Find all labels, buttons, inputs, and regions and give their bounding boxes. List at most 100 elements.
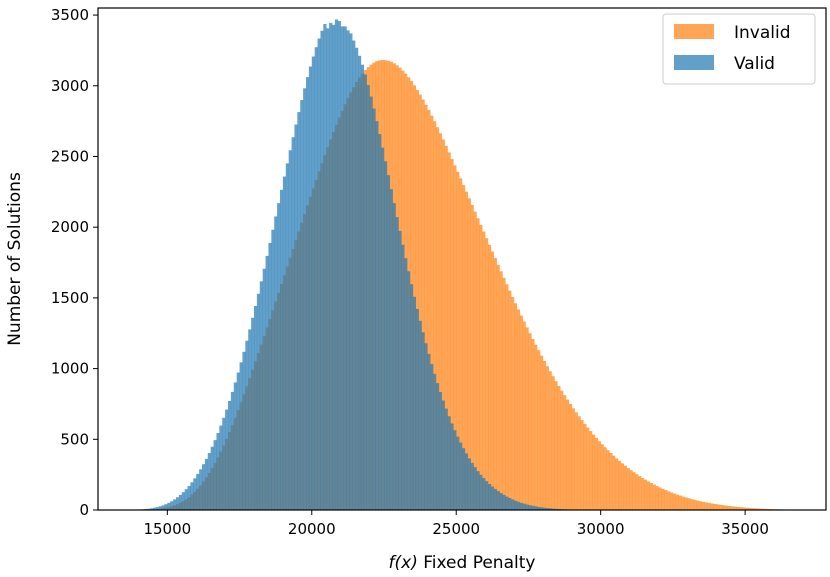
histogram-bar (326, 28, 330, 511)
histogram-bar (592, 434, 596, 510)
histogram-bar (710, 503, 714, 510)
histogram-bar (317, 38, 321, 510)
histogram-bar (256, 293, 261, 510)
histogram-bar (285, 163, 289, 510)
histogram-bar (736, 506, 740, 510)
histogram-bar (262, 268, 266, 510)
histogram-bar (340, 26, 344, 510)
histogram-bar (427, 353, 431, 510)
histogram-bar (690, 499, 694, 510)
histogram-bar (164, 504, 168, 510)
histogram-bar (161, 505, 165, 510)
histogram-bar (490, 251, 495, 510)
histogram-bar (265, 255, 269, 510)
histogram-bar (750, 508, 755, 510)
histogram-bar (696, 500, 700, 510)
histogram-bar (748, 507, 752, 510)
histogram-bar (756, 508, 760, 510)
y-tick-label: 2000 (51, 218, 89, 236)
histogram-bar (505, 284, 509, 510)
histogram-bar (675, 494, 679, 510)
histogram-bar (655, 486, 659, 510)
histogram-bar (176, 497, 180, 510)
histogram-bar (150, 508, 154, 510)
histogram-bar (360, 64, 365, 510)
histogram-bar (499, 493, 503, 510)
histogram-bar (332, 24, 336, 511)
histogram-bar (366, 85, 370, 510)
histogram-bar (545, 366, 549, 510)
histogram-bar (421, 332, 425, 510)
x-tick-label: 20000 (288, 520, 336, 538)
histogram-bar (534, 506, 538, 510)
histogram-bar (514, 303, 518, 510)
histogram-bar (522, 321, 526, 510)
histogram-bar (482, 231, 486, 510)
histogram-bar (485, 481, 489, 510)
histogram-bar (531, 505, 535, 510)
histogram-bar (178, 494, 183, 510)
histogram-bar (620, 463, 625, 510)
histogram-bar (375, 121, 379, 510)
histogram-bar (551, 508, 555, 510)
histogram-bar (629, 470, 633, 510)
histogram-bar (516, 501, 521, 510)
histogram-bar (369, 96, 373, 511)
histogram-bar (320, 30, 324, 511)
histogram-bar (453, 165, 457, 510)
histogram-bar (358, 55, 362, 511)
histogram-bar (259, 281, 263, 510)
histogram-bar (415, 308, 419, 510)
histogram-bar (210, 446, 214, 510)
histogram-bar (251, 317, 255, 510)
y-axis-label: Number of Solutions (5, 172, 25, 346)
histogram-bar (542, 360, 547, 510)
histogram-bar (742, 507, 746, 510)
histogram-bar (424, 104, 428, 510)
histogram-bar (681, 496, 685, 510)
histogram-bar (421, 99, 425, 511)
histogram-bar (271, 229, 275, 511)
histogram-bar (638, 476, 642, 510)
histogram-bar (485, 238, 489, 510)
histogram-bar (438, 133, 443, 511)
histogram-bar (470, 462, 474, 510)
histogram-bar (464, 191, 469, 510)
x-axis-label-italic: f(x) (389, 553, 418, 573)
histogram-bar (436, 127, 440, 511)
y-tick-label: 3500 (51, 6, 89, 24)
histogram-bar (568, 403, 573, 510)
histogram-bar (433, 373, 437, 510)
histogram-bar (288, 150, 292, 510)
histogram-bar (502, 494, 506, 510)
histogram-bar (184, 489, 188, 510)
histogram-bar (447, 416, 451, 510)
histogram-bar (687, 498, 691, 510)
x-tick-label: 15000 (143, 520, 191, 538)
histogram-bar (274, 216, 278, 510)
legend-swatch-valid (674, 55, 714, 70)
histogram-bar (196, 473, 200, 510)
histogram-bar (672, 493, 677, 510)
histogram-bar (537, 350, 541, 510)
histogram-bar (525, 504, 529, 510)
histogram-bar (436, 383, 440, 510)
histogram-bar (222, 417, 226, 510)
histogram-bar (456, 436, 460, 510)
histogram-bar (566, 399, 570, 510)
histogram-bar (470, 204, 474, 511)
histogram-bar (187, 485, 191, 510)
histogram-bar (392, 203, 396, 510)
histogram-bar (447, 152, 451, 510)
histogram-bar (586, 427, 590, 510)
histogram-bar (233, 382, 237, 510)
x-tick-label: 35000 (721, 520, 769, 538)
histogram-bar (401, 244, 405, 510)
histogram-bar (441, 139, 445, 510)
histogram-bar (540, 355, 544, 510)
histogram-bar (386, 175, 391, 510)
histogram-bar (268, 242, 272, 510)
x-axis: 15000 20000 25000 30000 35000 (143, 510, 769, 538)
histogram-bar (635, 474, 639, 510)
